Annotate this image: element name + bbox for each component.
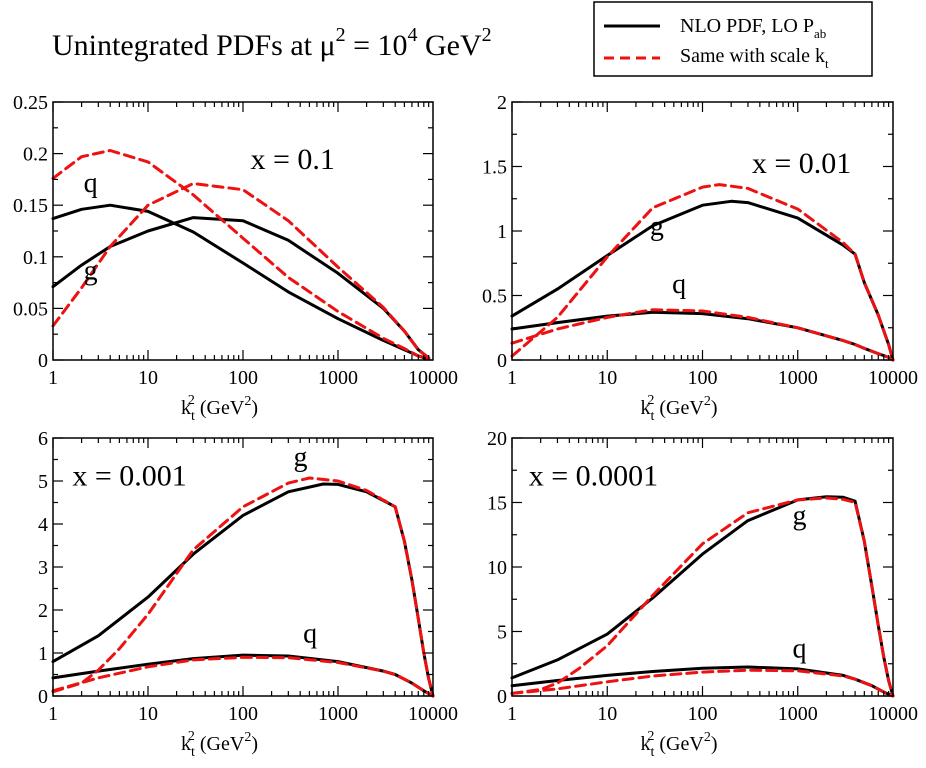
- x-axis-label: kt2 (GeV2): [181, 393, 258, 424]
- y-tick-label: 0.15: [13, 195, 48, 217]
- y-tick-label: 0: [497, 686, 507, 708]
- series-solid-0: [510, 495, 895, 698]
- curve-label-g: g: [650, 211, 664, 242]
- y-tick-label: 0.25: [13, 92, 48, 114]
- y-tick-label: 0.05: [13, 298, 48, 320]
- y-tick-label: 1: [497, 221, 507, 243]
- x-axis-label: kt2 (GeV2): [641, 729, 718, 760]
- curve-label-q: q: [792, 633, 806, 664]
- y-tick-label: 4: [38, 514, 48, 536]
- x-axis-label: kt2 (GeV2): [641, 393, 718, 424]
- x-tick-label: 1: [48, 703, 58, 725]
- x-tick-label: 10: [138, 703, 158, 725]
- x-tick-label: 10000: [868, 367, 918, 389]
- y-tick-label: 0.1: [23, 247, 48, 269]
- series-solid-0: [510, 199, 895, 362]
- x-tick-label: 1000: [318, 367, 358, 389]
- series-dashed-3: [51, 655, 435, 698]
- y-tick-label: 3: [38, 557, 48, 579]
- panel-top-right: 1 10 100 1000 10000 0 0.5 1 1.5 2 kt2 (GeV2) x = 0.…: [482, 92, 918, 424]
- panel-annotation: x = 0.01: [752, 147, 851, 180]
- legend-box: [593, 1, 873, 77]
- figure-title: Unintegrated PDFs at μ2 = 104 GeV2: [52, 24, 492, 62]
- x-tick-label: 1000: [778, 703, 818, 725]
- x-tick-label: 1: [507, 703, 517, 725]
- x-tick-label: 1: [48, 367, 58, 389]
- x-tick-label: 10000: [868, 703, 918, 725]
- panel-bottom-right: 1 10 100 1000 10000 0 5 10 15 20 kt2 (GeV2) x = 0.0…: [487, 428, 918, 760]
- x-axis-label: kt2 (GeV2): [181, 729, 258, 760]
- x-tick-label: 100: [228, 703, 258, 725]
- x-tick-label: 1: [507, 367, 517, 389]
- series-dashed-2: [51, 476, 435, 698]
- x-tick-label: 10: [138, 367, 158, 389]
- series-dashed-2: [510, 183, 895, 362]
- series-dashed-3: [510, 308, 895, 362]
- panel-top-left: 1 10 100 1000 10000 0 0.05 0.1 0.15 0.2 0.25 kt2 (G…: [13, 92, 458, 424]
- x-tick-label: 1000: [778, 367, 818, 389]
- curve-label-g: g: [293, 442, 307, 473]
- y-tick-label: 2: [497, 92, 507, 114]
- curve-label-q: q: [303, 618, 317, 649]
- x-tick-label: 100: [688, 367, 718, 389]
- series-dashed-2: [51, 149, 431, 361]
- x-tick-label: 10000: [408, 367, 458, 389]
- y-tick-label: 1: [38, 643, 48, 665]
- y-tick-label: 0: [497, 350, 507, 372]
- x-tick-label: 10: [597, 367, 617, 389]
- x-tick-label: 10: [597, 703, 617, 725]
- panel-annotation: x = 0.0001: [529, 460, 658, 493]
- y-tick-label: 2: [38, 600, 48, 622]
- series-solid-0: [51, 203, 431, 361]
- plot-frame: [52, 101, 434, 361]
- panel-annotation: x = 0.001: [72, 459, 186, 492]
- legend-dashed-label: Same with scale kt: [680, 45, 829, 71]
- panel-annotation: x = 0.1: [251, 143, 335, 176]
- curve-label-g: g: [84, 256, 98, 287]
- y-tick-label: 15: [487, 493, 507, 515]
- series-dashed-3: [51, 182, 431, 360]
- y-tick-label: 6: [38, 428, 48, 450]
- series-solid-1: [51, 216, 431, 360]
- x-tick-label: 100: [228, 367, 258, 389]
- curve-label-q: q: [672, 269, 686, 300]
- y-tick-label: 20: [487, 428, 507, 450]
- y-tick-label: 1.5: [482, 157, 507, 179]
- y-tick-label: 0.2: [23, 144, 48, 166]
- y-tick-label: 0: [38, 686, 48, 708]
- y-tick-label: 5: [497, 622, 507, 644]
- series-dashed-2: [510, 496, 895, 698]
- x-tick-label: 10000: [408, 703, 458, 725]
- y-tick-label: 0: [38, 350, 48, 372]
- legend-solid-label: NLO PDF, LO Pab: [680, 15, 826, 41]
- y-tick-label: 0.5: [482, 286, 507, 308]
- x-tick-label: 100: [688, 703, 718, 725]
- y-tick-label: 10: [487, 557, 507, 579]
- y-tick-label: 5: [38, 471, 48, 493]
- series-solid-1: [510, 665, 895, 698]
- curve-label-q: q: [84, 168, 98, 199]
- curve-label-g: g: [792, 500, 806, 531]
- x-tick-label: 1000: [318, 703, 358, 725]
- series-dashed-3: [510, 668, 895, 698]
- legend: NLO PDF, LO Pab Same with scale kt: [593, 1, 873, 77]
- series-solid-0: [51, 482, 435, 698]
